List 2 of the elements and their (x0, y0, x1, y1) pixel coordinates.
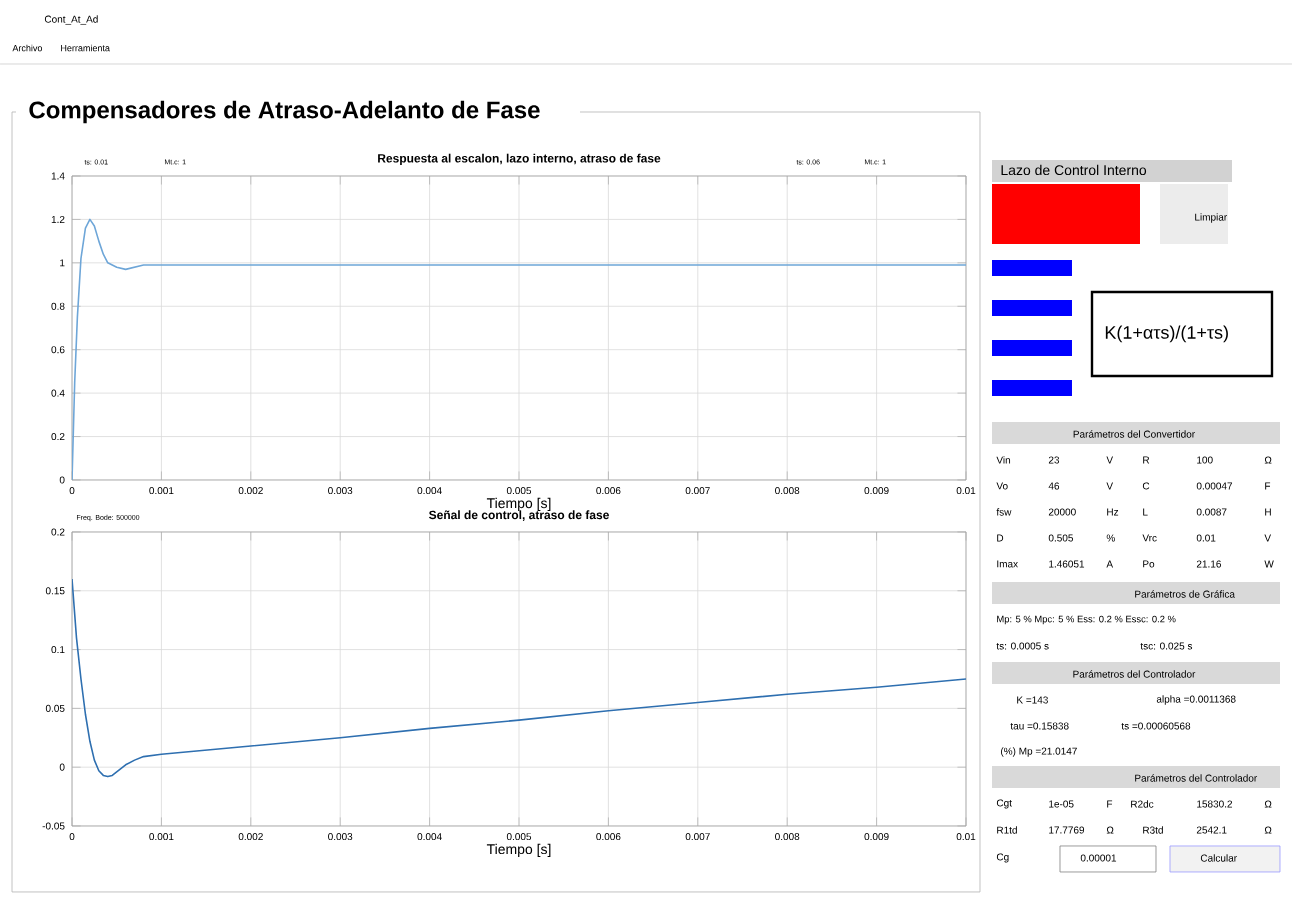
text: K(1+ατs)/(1+τs) (1105, 325, 1228, 343)
text: Compensadores de Atraso-Adelanto de Fase (29, 100, 540, 124)
